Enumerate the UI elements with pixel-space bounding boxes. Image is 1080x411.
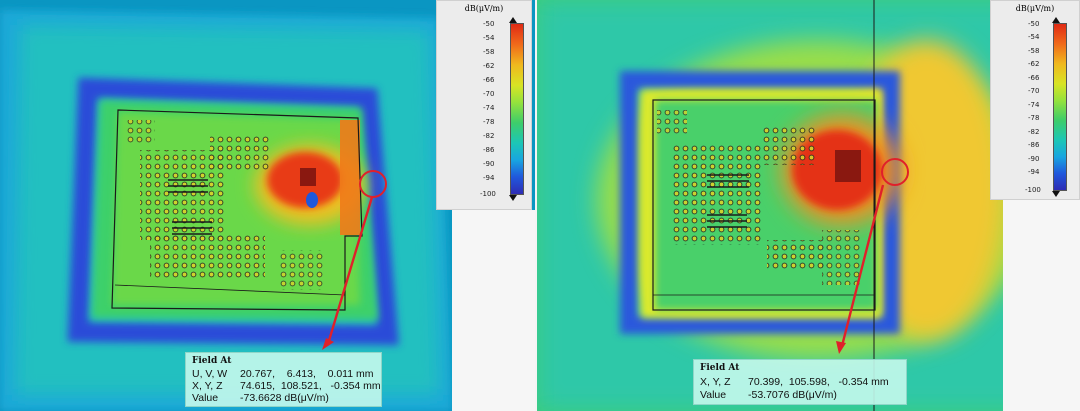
probe-marker-circle-icon xyxy=(359,170,387,198)
legend-tick: -78 xyxy=(483,118,495,126)
legend-tick: -86 xyxy=(1028,141,1040,149)
legend-tick: -90 xyxy=(483,160,495,168)
legend-tick: -100 xyxy=(1025,186,1041,194)
panel-divider xyxy=(535,0,537,411)
legend-down-arrow-icon xyxy=(1052,191,1060,197)
probe-row-label: U, V, W xyxy=(192,368,228,380)
probe-row-value: -73.6628 dB(μV/m) xyxy=(240,392,329,404)
probe-row-value: 20.767, 6.413, 0.011 mm xyxy=(240,368,374,380)
legend-tick: -94 xyxy=(483,174,495,182)
legend-tick: -58 xyxy=(483,48,495,56)
legend-down-arrow-icon xyxy=(509,195,517,201)
legend-color-bar xyxy=(510,23,524,195)
probe-row-value: 74.615, 108.521, -0.354 mm xyxy=(240,380,381,392)
probe-row-value-line: Value -73.6628 dB(μV/m) xyxy=(192,392,329,404)
legend-tick: -50 xyxy=(1028,20,1040,28)
probe-readout-left: Field At U, V, W 20.767, 6.413, 0.011 mm … xyxy=(185,352,382,407)
empty-viewport-area xyxy=(1003,200,1080,411)
legend-unit-label: dB(μV/m) xyxy=(464,4,504,13)
probe-row-xyz: X, Y, Z 74.615, 108.521, -0.354 mm xyxy=(192,380,381,392)
legend-tick: -74 xyxy=(1028,101,1040,109)
legend-tick: -86 xyxy=(483,146,495,154)
legend-tick: -62 xyxy=(1028,60,1040,68)
legend-tick: -82 xyxy=(1028,128,1040,136)
probe-row-value: 70.399, 105.598, -0.354 mm xyxy=(748,376,889,388)
legend-tick: -66 xyxy=(1028,74,1040,82)
legend-tick: -70 xyxy=(483,90,495,98)
legend-unit-label: dB(μV/m) xyxy=(1015,4,1055,13)
probe-marker-circle-icon xyxy=(881,158,909,186)
legend-tick: -62 xyxy=(483,62,495,70)
probe-row-label: X, Y, Z xyxy=(700,376,731,388)
probe-row-label: Value xyxy=(192,392,219,404)
probe-row-xyz: X, Y, Z 70.399, 105.598, -0.354 mm xyxy=(700,376,889,388)
color-legend-right: dB(μV/m) -50 -54 -58 -62 -66 -70 -74 -78… xyxy=(990,0,1080,200)
legend-color-bar xyxy=(1053,23,1067,191)
right-field-view[interactable]: dB(μV/m) -50 -54 -58 -62 -66 -70 -74 -78… xyxy=(537,0,1080,411)
empty-viewport-area xyxy=(452,210,535,411)
legend-tick: -90 xyxy=(1028,155,1040,163)
right-field-plot[interactable] xyxy=(537,0,1080,411)
probe-readout-right: Field At X, Y, Z 70.399, 105.598, -0.354 … xyxy=(693,359,907,405)
probe-row-value-line: Value -53.7076 dB(μV/m) xyxy=(700,389,837,401)
probe-row-label: X, Y, Z xyxy=(192,380,223,392)
probe-row-label: Value xyxy=(700,389,727,401)
legend-up-arrow-icon xyxy=(509,17,517,23)
legend-up-arrow-icon xyxy=(1052,17,1060,23)
left-field-view[interactable]: dB(μV/m) -50 -54 -58 -62 -66 -70 -74 -78… xyxy=(0,0,535,411)
legend-tick: -66 xyxy=(483,76,495,84)
legend-tick: -50 xyxy=(483,20,495,28)
legend-tick: -82 xyxy=(483,132,495,140)
legend-tick: -58 xyxy=(1028,47,1040,55)
probe-title: Field At xyxy=(700,363,740,373)
legend-tick: -74 xyxy=(483,104,495,112)
probe-title: Field At xyxy=(192,356,232,366)
color-legend-left: dB(μV/m) -50 -54 -58 -62 -66 -70 -74 -78… xyxy=(436,0,532,210)
legend-tick: -70 xyxy=(1028,87,1040,95)
legend-tick: -54 xyxy=(483,34,495,42)
pointer-arrow-icon xyxy=(326,196,374,345)
probe-row-value: -53.7076 dB(μV/m) xyxy=(748,389,837,401)
legend-tick: -94 xyxy=(1028,168,1040,176)
legend-tick: -78 xyxy=(1028,114,1040,122)
legend-tick: -54 xyxy=(1028,33,1040,41)
probe-row-uvw: U, V, W 20.767, 6.413, 0.011 mm xyxy=(192,368,373,380)
legend-tick: -100 xyxy=(480,190,496,198)
pointer-arrow-icon xyxy=(840,184,885,347)
